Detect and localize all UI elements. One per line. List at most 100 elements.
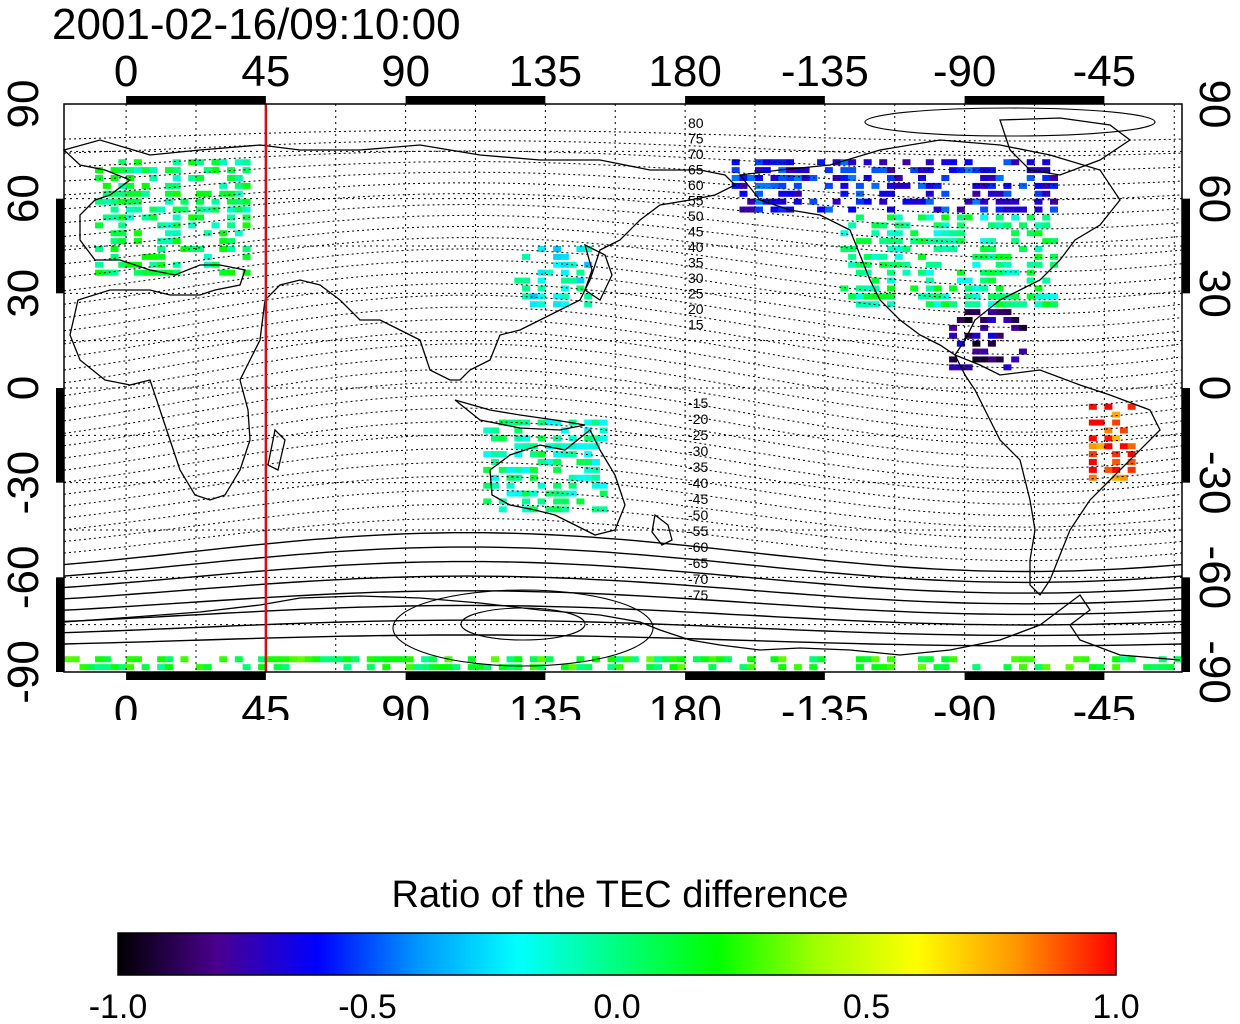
tec-cell	[584, 261, 593, 268]
contour-label: -50	[688, 507, 708, 523]
tec-cell	[591, 419, 600, 426]
contour-line	[63, 503, 1183, 550]
tec-cell	[1011, 317, 1020, 323]
tec-cell	[863, 175, 872, 181]
tec-cell	[1050, 253, 1059, 260]
tec-cell	[964, 285, 973, 292]
tec-cell	[1104, 443, 1113, 450]
tec-cell	[739, 206, 748, 213]
edge-bar	[56, 388, 64, 483]
tec-cell	[211, 198, 220, 205]
tec-cell	[126, 182, 135, 189]
tec-cell	[1026, 277, 1035, 284]
tec-cell	[886, 301, 895, 308]
tec-cell	[126, 214, 135, 221]
contour-line	[63, 546, 1183, 584]
contour-line	[63, 420, 1183, 482]
tec-cell	[995, 206, 1004, 213]
tec-cell	[219, 269, 228, 276]
contour-line	[864, 107, 1156, 137]
tec-cell	[886, 285, 895, 292]
tec-cell	[964, 317, 973, 323]
tec-cell	[529, 474, 538, 481]
tec-cell	[584, 466, 593, 473]
tec-cell	[545, 506, 554, 513]
tec-cell	[855, 238, 864, 245]
tec-cell	[118, 261, 127, 268]
tec-cell	[941, 238, 950, 245]
tec-cell	[234, 182, 243, 189]
x-tick-label-bottom: 90	[381, 687, 430, 720]
contour-label: -15	[688, 395, 708, 411]
contour-line	[63, 214, 1183, 259]
tec-cell	[172, 238, 181, 245]
tec-cell	[886, 175, 895, 181]
tec-cell	[949, 356, 958, 363]
tec-cell	[886, 664, 895, 671]
tec-cell	[1104, 403, 1113, 410]
tec-cell	[141, 190, 150, 197]
tec-cell	[421, 656, 430, 663]
tec-cell	[428, 656, 437, 663]
tec-cell	[1050, 182, 1059, 189]
tec-cell	[980, 246, 989, 252]
tec-cell	[164, 664, 173, 671]
tec-cell	[1042, 222, 1051, 229]
tec-cell	[739, 190, 748, 197]
contour-label: 60	[688, 177, 704, 193]
tec-cell	[1112, 411, 1121, 418]
tec-cell	[925, 269, 934, 276]
tec-cell	[987, 293, 996, 300]
tec-cell	[514, 466, 523, 473]
tec-cell	[227, 167, 236, 174]
tec-cell	[102, 182, 111, 189]
tec-cell	[855, 182, 864, 189]
tec-cell	[987, 277, 996, 284]
tec-cell	[514, 419, 523, 426]
tec-cell	[1158, 664, 1167, 671]
tec-cell	[133, 261, 142, 268]
edge-bar	[405, 672, 546, 680]
tec-cell	[1003, 182, 1012, 189]
tec-cell	[211, 206, 220, 213]
tec-cell	[126, 190, 135, 197]
tec-cell	[886, 206, 895, 213]
edge-bar	[126, 96, 266, 104]
tec-cell	[273, 656, 282, 663]
tec-cell	[584, 246, 593, 252]
tec-cell	[918, 182, 927, 189]
tec-cell	[894, 230, 903, 237]
tec-cell	[568, 490, 577, 497]
tec-cell	[537, 293, 546, 300]
tec-cell	[956, 230, 965, 237]
map-plot: 8075706560555045403530252015-15-20-25-30…	[0, 47, 1239, 720]
contour-label: 70	[688, 146, 704, 162]
tec-cell	[840, 230, 849, 237]
tec-cell	[762, 182, 771, 189]
tec-cell	[972, 285, 981, 292]
tec-cell	[995, 356, 1004, 363]
tec-cell	[529, 664, 538, 671]
tec-cell	[747, 198, 756, 205]
tec-cell	[483, 664, 492, 671]
tec-cell	[382, 656, 391, 663]
tec-cell	[522, 506, 531, 513]
tec-cell	[514, 443, 523, 450]
tec-cell	[964, 159, 973, 166]
tec-cell	[133, 190, 142, 197]
tec-cell	[273, 664, 282, 671]
tec-cell	[227, 206, 236, 213]
tec-cell	[956, 214, 965, 221]
contour-line	[63, 475, 1183, 528]
tec-cell	[863, 238, 872, 245]
tec-cell	[126, 167, 135, 174]
y-tick-label-right: 60	[1190, 174, 1239, 223]
colorbar-gradient	[117, 932, 1117, 976]
tec-cell	[164, 167, 173, 174]
tec-cell	[514, 451, 523, 458]
x-tick-label-bottom: -45	[1073, 687, 1137, 720]
tec-cell	[886, 277, 895, 284]
tec-cell	[840, 159, 849, 166]
tec-cell	[964, 364, 973, 371]
tec-cell	[886, 238, 895, 245]
